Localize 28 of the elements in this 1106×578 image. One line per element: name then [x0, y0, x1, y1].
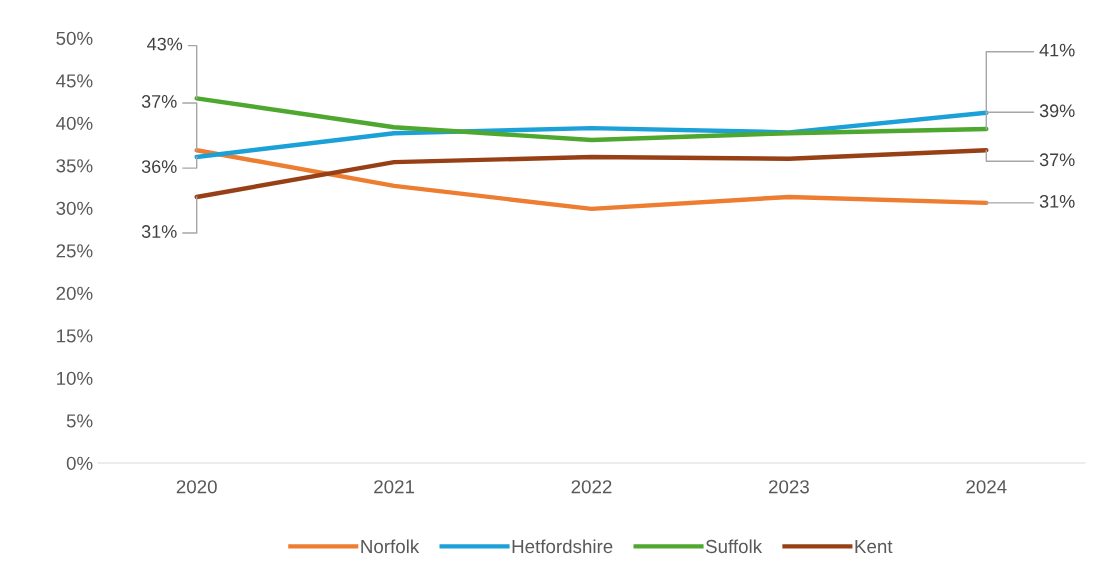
y-tick-label: 45%	[56, 74, 93, 88]
legend-label: Hetfordshire	[512, 539, 613, 554]
y-tick-label: 30%	[56, 201, 93, 215]
y-tick-label: 25%	[56, 244, 93, 258]
data-label: 43%	[147, 37, 183, 51]
y-tick-label: 50%	[56, 31, 93, 45]
data-label: 31%	[1039, 194, 1075, 208]
x-tick-label: 2022	[571, 480, 612, 494]
y-tick-label: 20%	[56, 286, 93, 300]
data-label: 41%	[1039, 43, 1075, 57]
legend-label: Suffolk	[705, 539, 763, 554]
y-tick-label: 10%	[57, 371, 93, 385]
legend-label: Kent	[855, 540, 893, 554]
y-tick-label: 0%	[66, 456, 93, 470]
data-label: 31%	[141, 225, 177, 238]
data-label: 39%	[1039, 104, 1075, 118]
y-tick-label: 40%	[56, 116, 93, 130]
x-tick-label: 2024	[966, 480, 1007, 494]
x-tick-label: 2020	[176, 480, 217, 494]
data-label: 37%	[1039, 153, 1075, 167]
legend-label: Norfolk	[361, 539, 420, 554]
y-tick-label: 35%	[56, 159, 93, 173]
data-label: 36%	[141, 160, 177, 173]
x-tick-label: 2023	[768, 480, 809, 494]
y-tick-label: 5%	[66, 414, 93, 428]
y-tick-label: 15%	[57, 329, 93, 343]
x-tick-label: 2021	[374, 480, 415, 494]
data-label: 37%	[141, 95, 177, 108]
